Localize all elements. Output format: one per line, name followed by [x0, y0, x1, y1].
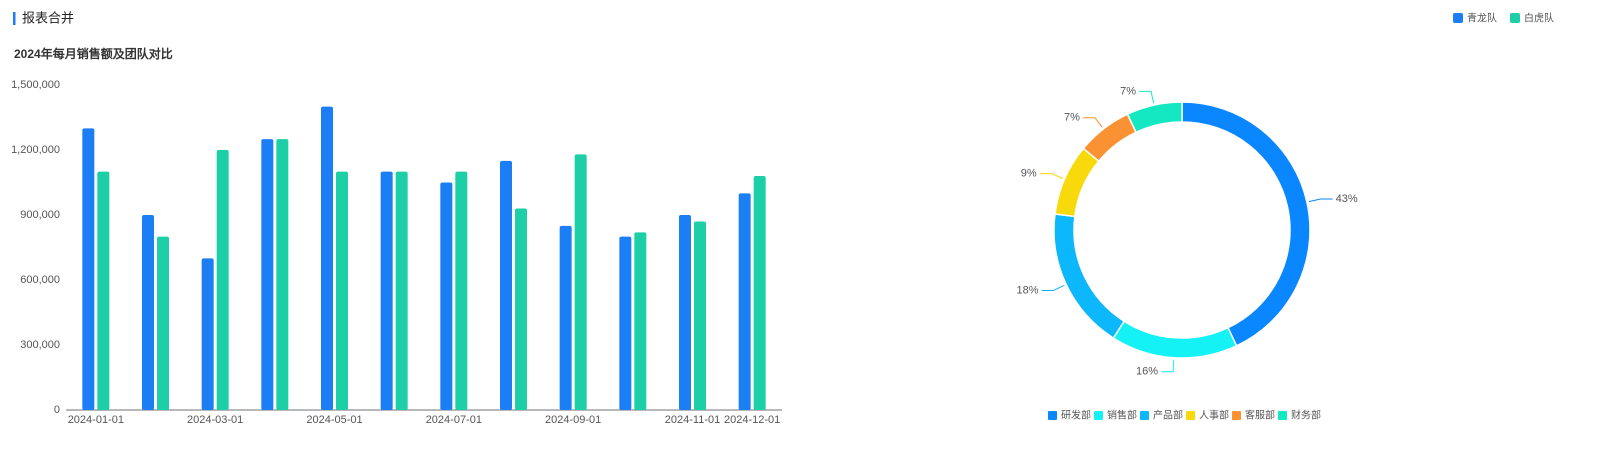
y-tick-label: 1,500,000 — [11, 79, 60, 91]
y-tick-label: 1,200,000 — [11, 144, 60, 156]
legend-label[interactable]: 销售部 — [1107, 409, 1137, 422]
x-tick-label: 2024-03-01 — [187, 414, 243, 426]
legend-label[interactable]: 青龙队 — [1467, 12, 1497, 25]
bar — [500, 160, 512, 410]
data-label: 43% — [1336, 193, 1358, 205]
legend-swatch[interactable] — [1510, 13, 1520, 23]
legend-label[interactable]: 研发部 — [1061, 409, 1091, 422]
data-label: 9% — [1021, 168, 1037, 180]
leader-line — [1082, 117, 1103, 128]
bar — [157, 236, 169, 410]
bar — [559, 225, 572, 410]
bar — [261, 139, 274, 410]
legend-swatch[interactable] — [1094, 411, 1103, 420]
legend-label[interactable]: 产品部 — [1153, 409, 1183, 422]
pie-slice — [1112, 320, 1238, 359]
bar — [574, 154, 587, 410]
page-title: 报表合并 — [22, 10, 74, 25]
bar — [455, 171, 468, 410]
bar — [216, 150, 229, 410]
bar — [336, 171, 348, 410]
legend-label[interactable]: 财务部 — [1291, 409, 1321, 422]
leader-line — [1161, 359, 1175, 373]
legend-label[interactable]: 白虎队 — [1524, 12, 1554, 25]
bar — [142, 215, 154, 410]
legend-swatch[interactable] — [1186, 411, 1195, 420]
bar — [515, 208, 527, 410]
bar — [619, 236, 632, 410]
bar — [694, 221, 706, 410]
x-tick-label: 2024-11-01 — [665, 414, 720, 426]
bar — [321, 106, 333, 411]
bar — [201, 258, 214, 410]
x-tick-label: 2024-09-01 — [545, 414, 601, 426]
y-tick-label: 0 — [54, 404, 60, 416]
x-tick-label: 2024-07-01 — [426, 414, 482, 426]
data-label: 16% — [1136, 366, 1158, 378]
bar — [82, 128, 95, 411]
bar — [753, 176, 766, 410]
leader-line — [1039, 173, 1063, 179]
data-label: 7% — [1064, 112, 1080, 124]
pie-slice — [1181, 101, 1311, 347]
legend-swatch[interactable] — [1453, 13, 1463, 23]
y-tick-label: 900,000 — [20, 209, 60, 221]
legend-label[interactable]: 客服部 — [1245, 409, 1275, 422]
pie-slice — [1082, 113, 1138, 163]
leader-line — [1041, 284, 1065, 291]
pie-slice — [1126, 101, 1183, 134]
data-label: 18% — [1016, 284, 1038, 296]
pie-slice — [1053, 213, 1126, 340]
bar — [679, 215, 691, 410]
legend-label[interactable]: 人事部 — [1199, 409, 1229, 422]
x-tick-label: 2024-01-01 — [68, 414, 124, 426]
legend-swatch[interactable] — [1278, 411, 1287, 420]
x-tick-label: 2024-05-01 — [306, 414, 362, 426]
bar — [97, 171, 110, 410]
legend-swatch[interactable] — [1232, 411, 1241, 420]
bar — [738, 193, 751, 410]
bar — [276, 139, 289, 410]
leader-line — [1139, 90, 1155, 104]
title-accent — [13, 12, 16, 25]
legend-swatch[interactable] — [1048, 411, 1057, 420]
x-tick-label: 2024-12-01 — [724, 414, 780, 426]
chart-title: 2024年每月销售额及团队对比 — [14, 46, 173, 61]
bar — [634, 232, 647, 410]
bar — [440, 182, 453, 410]
y-tick-label: 300,000 — [20, 339, 60, 351]
bar — [395, 171, 408, 410]
leader-line — [1308, 198, 1333, 203]
legend-swatch[interactable] — [1140, 411, 1149, 420]
data-label: 7% — [1120, 85, 1136, 97]
bar — [380, 171, 393, 410]
y-tick-label: 600,000 — [20, 274, 60, 286]
pie-slice — [1054, 147, 1100, 218]
